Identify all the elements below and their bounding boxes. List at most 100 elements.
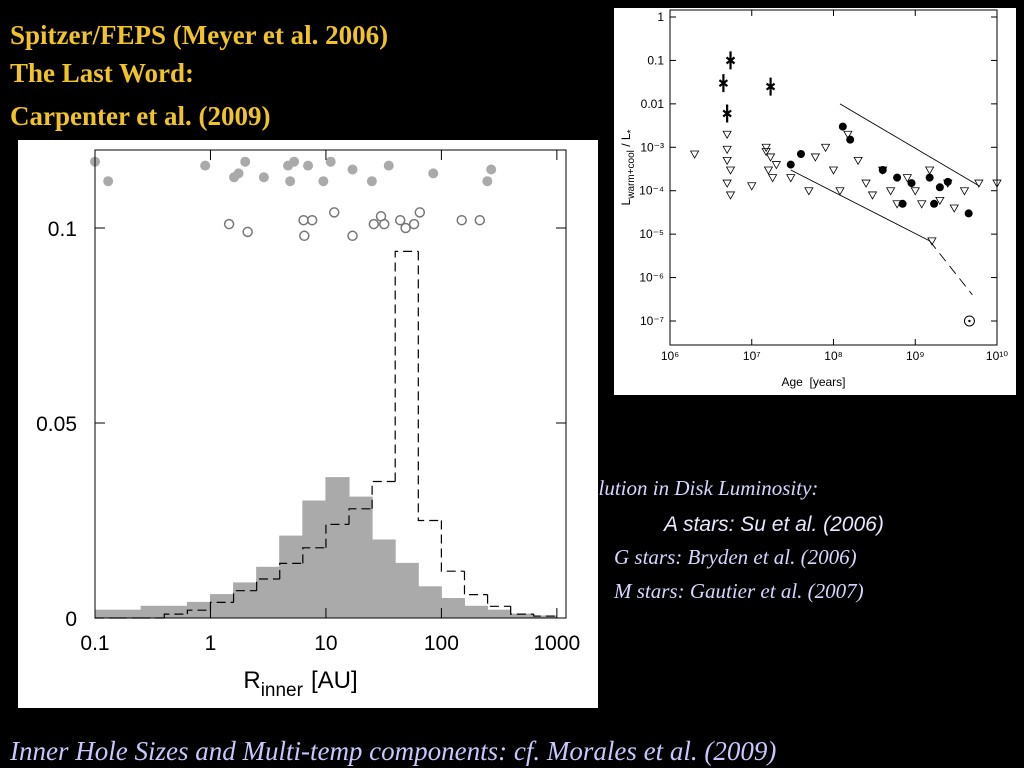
trend-line xyxy=(929,240,973,296)
upper-limit xyxy=(763,166,774,175)
upper-limit xyxy=(771,161,782,170)
x-axis-label: Age [years] xyxy=(781,375,845,389)
upper-limit xyxy=(722,145,732,155)
y-tick-label: 10⁻⁴ xyxy=(639,184,664,198)
note-item: A stars: Su et al. (2006) xyxy=(662,513,884,536)
point xyxy=(718,74,729,93)
hist-step xyxy=(302,547,326,564)
hist-step xyxy=(510,606,534,615)
upper-limit xyxy=(861,179,871,188)
title-line: The Last Word: xyxy=(10,58,194,88)
upper-limit xyxy=(828,166,839,175)
point xyxy=(379,218,390,230)
upper-limit xyxy=(924,166,935,175)
x-tick-label: 1 xyxy=(205,632,217,655)
trend-line xyxy=(839,103,980,187)
hist-bar xyxy=(209,594,235,619)
hist-bar xyxy=(302,500,327,619)
point xyxy=(200,160,211,171)
point xyxy=(347,230,358,242)
point xyxy=(289,156,300,167)
y-tick-label: 0.05 xyxy=(36,413,77,436)
upper-limit xyxy=(722,156,732,166)
label-part: * xyxy=(626,129,637,133)
upper-limit xyxy=(820,143,831,153)
point xyxy=(328,207,340,218)
sun-dot xyxy=(968,319,971,323)
upper-limit xyxy=(949,204,959,213)
upper-limit xyxy=(885,187,896,196)
point xyxy=(893,173,902,182)
point xyxy=(408,218,420,230)
upper-limit xyxy=(867,191,878,200)
upper-limit xyxy=(722,130,732,140)
point xyxy=(846,135,855,144)
point xyxy=(318,176,329,187)
upper-limit xyxy=(853,156,863,166)
upper-limit xyxy=(761,143,771,153)
upper-limit xyxy=(917,200,927,209)
x-tick-label: 10⁷ xyxy=(743,349,761,363)
point xyxy=(964,209,973,218)
point xyxy=(796,150,805,159)
hist-bar xyxy=(440,598,465,619)
hist-step xyxy=(325,523,350,548)
hist-step xyxy=(279,562,303,579)
title-line: Spitzer/FEPS (Meyer et al. 2006) xyxy=(10,20,388,50)
upper-limit xyxy=(765,153,776,162)
y-axis-label: Lwarm+cool / L* xyxy=(619,129,637,205)
x-tick-label: 10¹⁰ xyxy=(986,349,1008,363)
point xyxy=(878,165,887,174)
hist-step xyxy=(163,613,188,618)
x-tick-label: 10 xyxy=(314,632,337,655)
note-heading: olution in Disk Luminosity: xyxy=(588,476,818,500)
chart-panel xyxy=(18,140,598,708)
hist-step xyxy=(209,601,234,611)
label-part: R xyxy=(243,667,260,694)
upper-limit xyxy=(927,237,937,246)
point xyxy=(306,214,318,226)
x-tick-label: 10⁸ xyxy=(824,349,842,363)
x-tick-label: 100 xyxy=(424,632,459,655)
hist-bar xyxy=(117,609,142,619)
upper-limit xyxy=(761,148,771,157)
hist-bar xyxy=(348,496,373,619)
y-tick-label: 0.1 xyxy=(48,218,77,241)
label-part: L xyxy=(619,198,633,205)
point xyxy=(285,176,296,187)
y-tick-label: 1 xyxy=(657,10,664,24)
y-tick-label: 10⁻⁵ xyxy=(639,227,664,241)
point xyxy=(258,172,269,183)
point xyxy=(414,207,426,218)
point xyxy=(765,77,776,96)
point xyxy=(838,122,847,131)
upper-limit xyxy=(747,182,757,191)
chart-panel xyxy=(614,8,1016,395)
hist-step xyxy=(463,571,488,596)
hist-step xyxy=(417,251,442,522)
x-tick-label: 0.1 xyxy=(80,632,109,655)
hist-bar xyxy=(463,605,489,619)
point xyxy=(325,156,336,167)
upper-limit xyxy=(843,130,853,140)
charts: 0.1 1 10 100 1000 0 0.05 0.1 Rinner [AU] 10⁶ 10⁷ 10⁸… xyxy=(36,9,1008,701)
point xyxy=(722,104,732,123)
label-part: inner xyxy=(261,680,304,701)
y-tick-label: 0.1 xyxy=(647,53,664,67)
upper-limit xyxy=(935,196,945,206)
point xyxy=(907,179,916,188)
upper-limit xyxy=(810,153,821,162)
point xyxy=(786,160,795,169)
point xyxy=(240,156,251,167)
point xyxy=(898,199,907,208)
upper-limit xyxy=(689,150,700,159)
note-item: M stars: Gautier et al. (2007) xyxy=(613,579,864,603)
point xyxy=(103,176,114,187)
hist-bar xyxy=(325,477,350,619)
point xyxy=(347,164,358,175)
hist-bar xyxy=(417,586,442,619)
upper-limit xyxy=(725,166,736,175)
point xyxy=(299,230,310,242)
hist-bar xyxy=(94,609,119,619)
